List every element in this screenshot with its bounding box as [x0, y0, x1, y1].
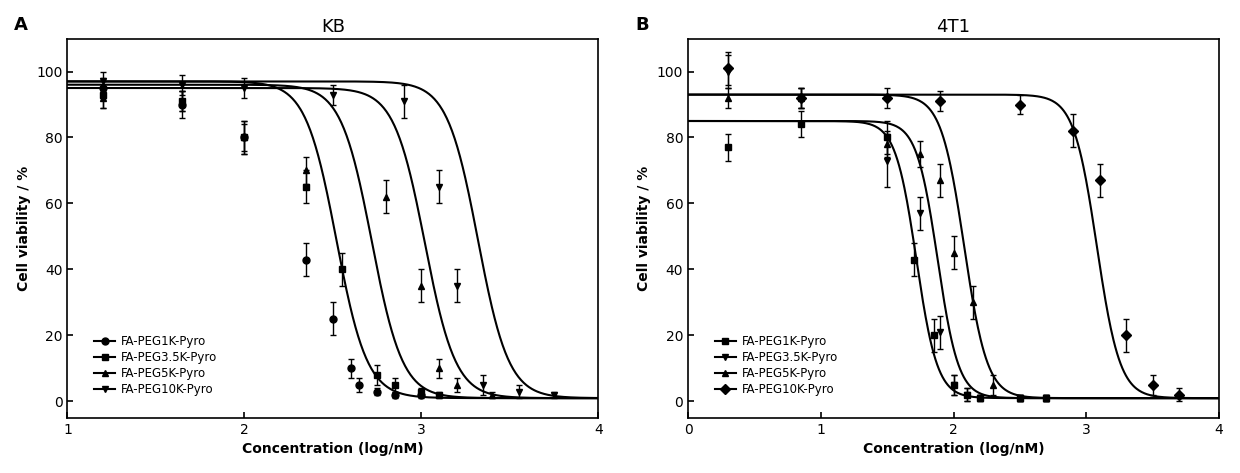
X-axis label: Concentration (log/nM): Concentration (log/nM)	[242, 442, 424, 456]
X-axis label: Concentration (log/nM): Concentration (log/nM)	[863, 442, 1044, 456]
Legend: FA-PEG1K-Pyro, FA-PEG3.5K-Pyro, FA-PEG5K-Pyro, FA-PEG10K-Pyro: FA-PEG1K-Pyro, FA-PEG3.5K-Pyro, FA-PEG5K…	[711, 330, 843, 401]
Legend: FA-PEG1K-Pyro, FA-PEG3.5K-Pyro, FA-PEG5K-Pyro, FA-PEG10K-Pyro: FA-PEG1K-Pyro, FA-PEG3.5K-Pyro, FA-PEG5K…	[89, 330, 222, 401]
Text: A: A	[15, 16, 29, 34]
Text: B: B	[635, 16, 649, 34]
Y-axis label: Cell viability / %: Cell viability / %	[16, 166, 31, 291]
Title: 4T1: 4T1	[936, 18, 971, 35]
Y-axis label: Cell viability / %: Cell viability / %	[637, 166, 651, 291]
Title: KB: KB	[321, 18, 345, 35]
